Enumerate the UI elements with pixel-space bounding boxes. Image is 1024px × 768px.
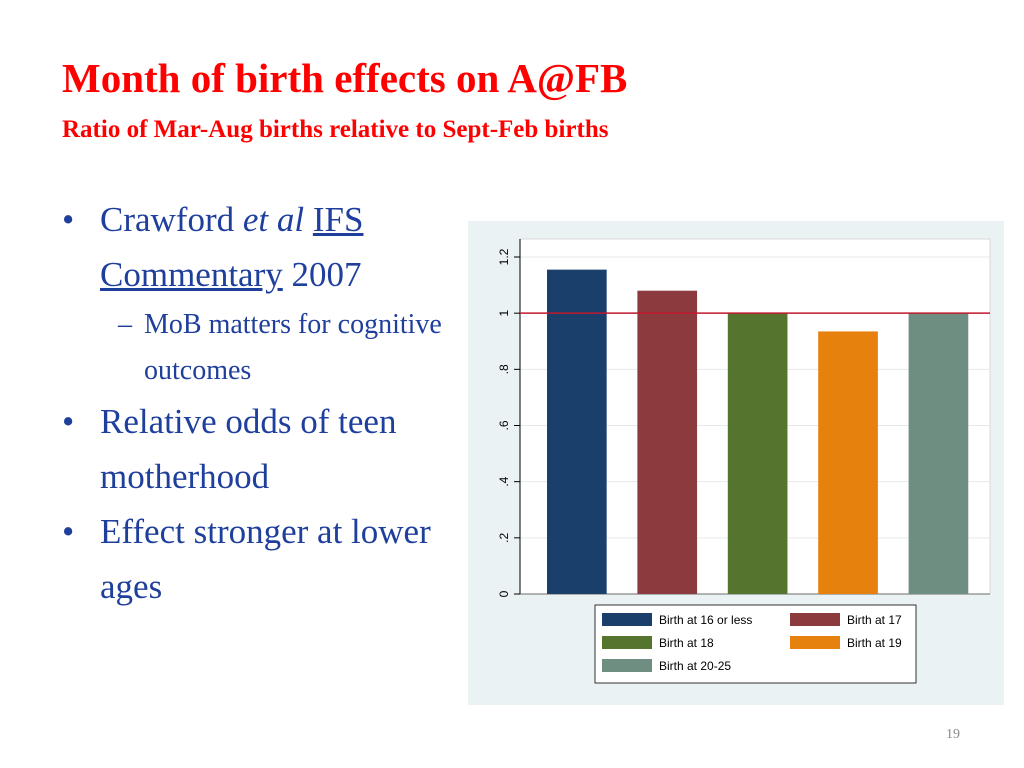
chart-panel: 0 .2 .4 .6 .8 1 1.2 Birth at 16 or less Birth at… bbox=[468, 221, 1004, 705]
commentary-link[interactable]: Commentary bbox=[100, 255, 283, 294]
sub-bullet-mob: – MoB matters for cognitive outcomes bbox=[62, 302, 462, 394]
y-tick-label: .2 bbox=[497, 533, 511, 543]
legend-swatch bbox=[602, 659, 652, 672]
bullet-crawford: • Crawford et al IFS Commentary 2007 bbox=[62, 192, 462, 302]
bar bbox=[818, 331, 878, 594]
legend-swatch bbox=[602, 613, 652, 626]
y-tick-label: 1.2 bbox=[497, 248, 511, 265]
y-tick-label: 1 bbox=[497, 310, 511, 317]
bar bbox=[547, 269, 607, 594]
bullet-text-italic: et al bbox=[242, 200, 305, 239]
y-tick-label: .4 bbox=[497, 476, 511, 486]
bar bbox=[727, 313, 788, 594]
bullet-relative-odds: • Relative odds of teen motherhood bbox=[62, 394, 462, 504]
legend-swatch bbox=[790, 613, 840, 626]
bullet-text-year: 2007 bbox=[282, 255, 362, 294]
slide-title: Month of birth effects on A@FB bbox=[62, 55, 628, 101]
y-tick-label: 0 bbox=[497, 590, 511, 597]
legend-swatch bbox=[790, 636, 840, 649]
y-tick-label: .6 bbox=[497, 420, 511, 430]
bar-chart: 0 .2 .4 .6 .8 1 1.2 Birth at 16 or less Birth at… bbox=[497, 238, 991, 684]
sub-bullet-text: MoB matters for cognitive outcomes bbox=[144, 309, 442, 386]
slide-subtitle: Ratio of Mar-Aug births relative to Sept… bbox=[62, 116, 609, 143]
bullet-text: Crawford bbox=[100, 200, 243, 239]
legend-label: Birth at 18 bbox=[659, 636, 714, 650]
legend-label: Birth at 20-25 bbox=[659, 659, 731, 673]
bullet-effect-stronger: • Effect stronger at lower ages bbox=[62, 504, 462, 614]
legend-label: Birth at 17 bbox=[847, 613, 902, 627]
bar bbox=[908, 313, 969, 594]
bullet-marker: • bbox=[62, 402, 75, 441]
bullet-text-space bbox=[304, 200, 313, 239]
ifs-link[interactable]: IFS bbox=[312, 200, 364, 239]
slide-number: 19 bbox=[946, 727, 960, 742]
bullet-marker: • bbox=[62, 200, 75, 239]
bullet-marker: • bbox=[62, 512, 75, 551]
sub-bullet-marker: – bbox=[118, 309, 132, 340]
legend-label: Birth at 16 or less bbox=[659, 613, 752, 627]
bullet-text: Effect stronger at lower ages bbox=[100, 512, 431, 606]
y-tick-label: .8 bbox=[497, 364, 511, 374]
bar bbox=[637, 290, 698, 594]
bullet-list: • Crawford et al IFS Commentary 2007 – Mo… bbox=[62, 192, 462, 614]
legend-swatch bbox=[602, 636, 652, 649]
bullet-text: Relative odds of teen motherhood bbox=[100, 402, 397, 496]
legend-label: Birth at 19 bbox=[847, 636, 902, 650]
